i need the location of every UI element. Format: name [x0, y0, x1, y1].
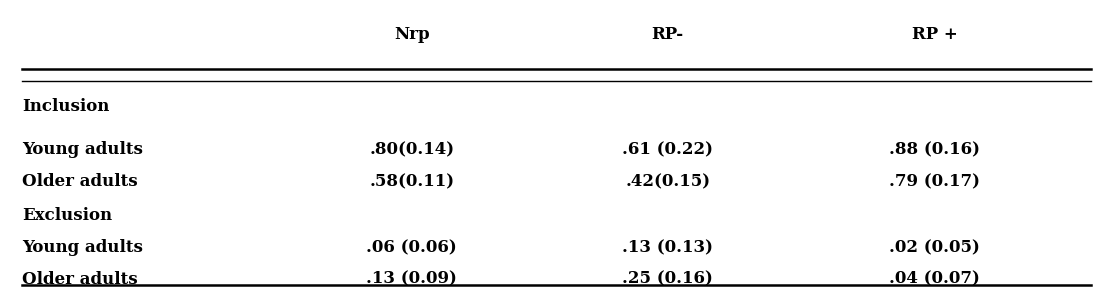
Text: Nrp: Nrp	[394, 26, 430, 43]
Text: Inclusion: Inclusion	[22, 98, 110, 115]
Text: RP +: RP +	[912, 26, 958, 43]
Text: Young adults: Young adults	[22, 141, 144, 158]
Text: Older adults: Older adults	[22, 271, 138, 288]
Text: .04 (0.07): .04 (0.07)	[889, 271, 981, 288]
Text: .80(0.14): .80(0.14)	[370, 141, 454, 158]
Text: .13 (0.09): .13 (0.09)	[366, 271, 457, 288]
Text: Older adults: Older adults	[22, 173, 138, 190]
Text: .42(0.15): .42(0.15)	[626, 173, 710, 190]
Text: .88 (0.16): .88 (0.16)	[889, 141, 981, 158]
Text: .79 (0.17): .79 (0.17)	[889, 173, 981, 190]
Text: RP-: RP-	[652, 26, 683, 43]
Text: .06 (0.06): .06 (0.06)	[366, 239, 457, 256]
Text: Exclusion: Exclusion	[22, 207, 112, 225]
Text: .25 (0.16): .25 (0.16)	[622, 271, 713, 288]
Text: .13 (0.13): .13 (0.13)	[622, 239, 713, 256]
Text: .61 (0.22): .61 (0.22)	[622, 141, 713, 158]
Text: Young adults: Young adults	[22, 239, 144, 256]
Text: .02 (0.05): .02 (0.05)	[889, 239, 981, 256]
Text: .58(0.11): .58(0.11)	[370, 173, 454, 190]
